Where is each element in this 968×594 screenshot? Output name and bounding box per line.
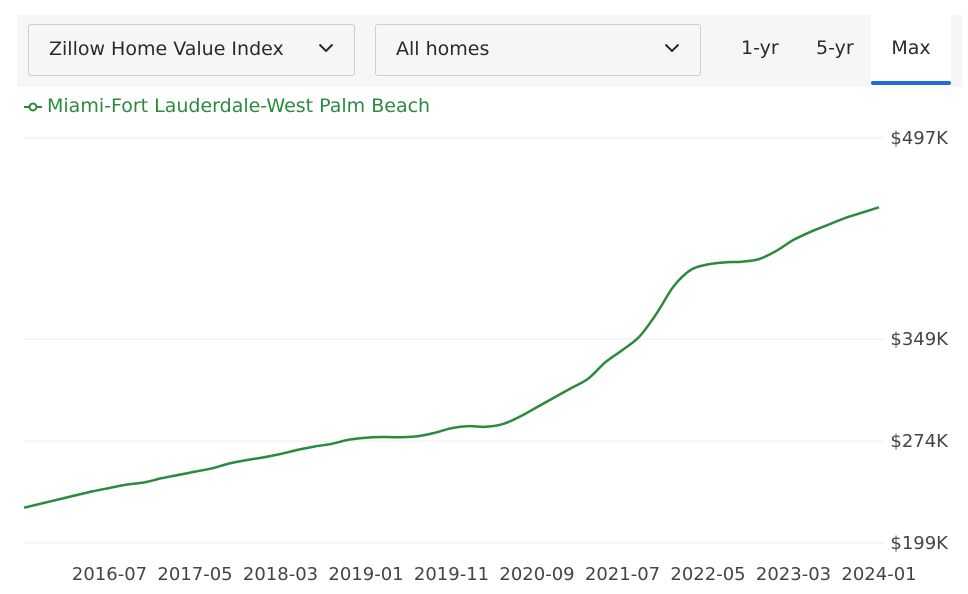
chart-controls-bar: Zillow Home Value Index All homes 1-yr 5… xyxy=(17,15,962,87)
y-tick-label: $349K xyxy=(890,329,949,350)
home-type-dropdown[interactable]: All homes xyxy=(375,24,701,76)
x-tick-label: 2024-01 xyxy=(841,564,916,585)
range-1yr-button[interactable]: 1-yr xyxy=(741,37,779,59)
active-tab-indicator xyxy=(871,81,951,85)
x-tick-label: 2019-11 xyxy=(414,564,489,585)
metric-dropdown[interactable]: Zillow Home Value Index xyxy=(28,24,355,76)
x-tick-label: 2023-03 xyxy=(756,564,831,585)
y-tick-label: $497K xyxy=(890,128,949,149)
x-tick-label: 2018-03 xyxy=(243,564,318,585)
x-tick-label: 2022-05 xyxy=(670,564,745,585)
chevron-down-icon xyxy=(318,43,334,53)
x-tick-label: 2017-05 xyxy=(157,564,232,585)
chevron-down-icon xyxy=(664,43,680,53)
range-5yr-button[interactable]: 5-yr xyxy=(816,37,854,59)
x-tick-label: 2021-07 xyxy=(585,564,660,585)
home-type-dropdown-value: All homes xyxy=(396,38,490,60)
range-max-button[interactable]: Max xyxy=(871,15,951,87)
y-tick-label: $199K xyxy=(890,533,949,554)
series-line[interactable] xyxy=(23,206,880,509)
metric-dropdown-value: Zillow Home Value Index xyxy=(49,38,284,60)
x-tick-label: 2020-09 xyxy=(499,564,574,585)
x-tick-label: 2016-07 xyxy=(72,564,147,585)
range-max-label: Max xyxy=(891,37,931,59)
y-tick-label: $274K xyxy=(890,431,949,452)
legend-line-marker-icon xyxy=(24,102,42,112)
x-tick-label: 2019-01 xyxy=(328,564,403,585)
legend-series-label: Miami-Fort Lauderdale-West Palm Beach xyxy=(47,95,431,117)
